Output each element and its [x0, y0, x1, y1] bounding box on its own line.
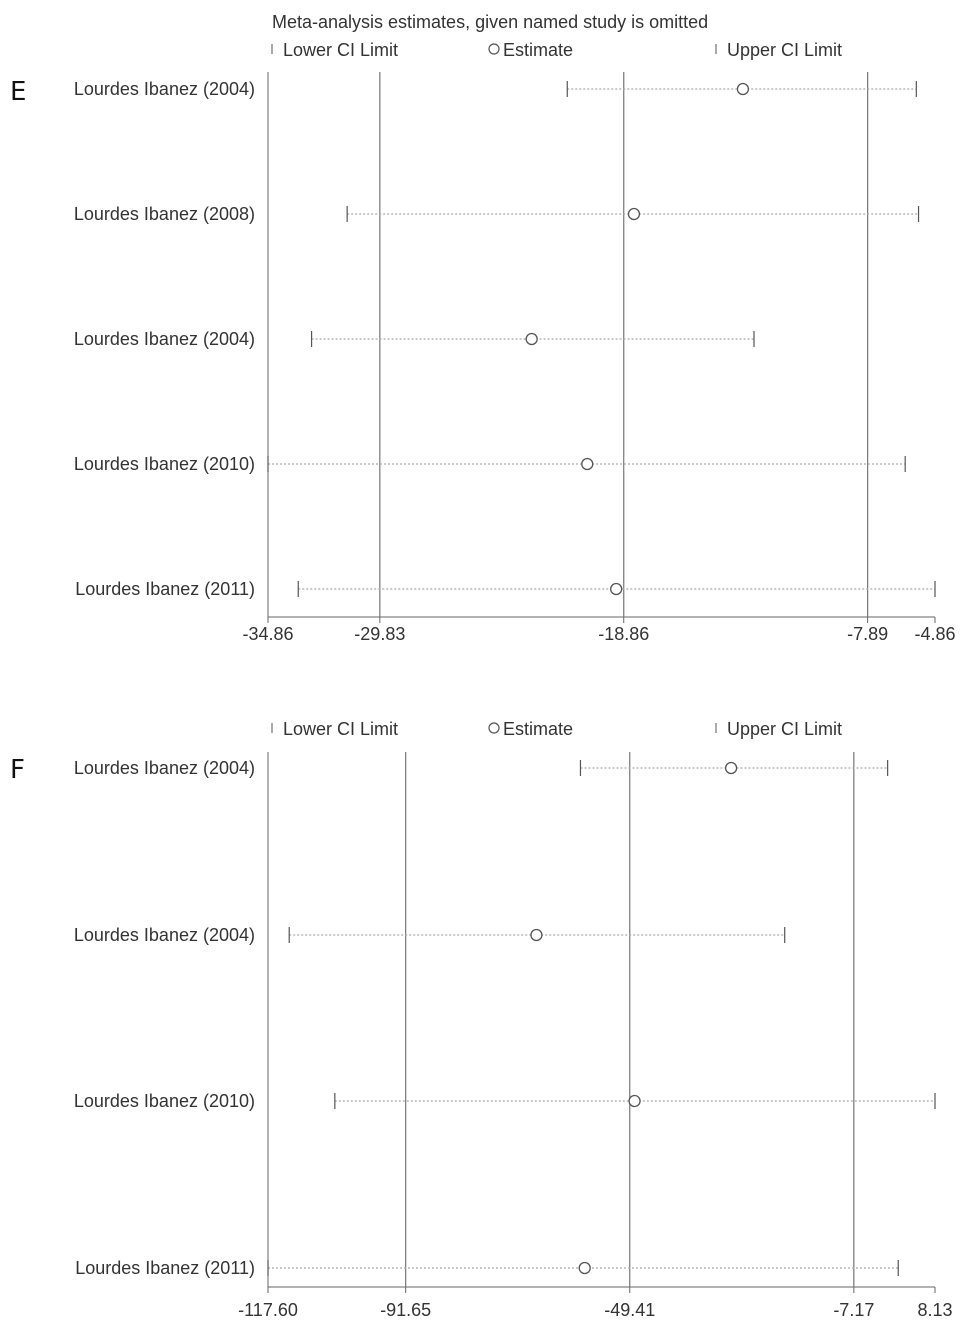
legend-estimate-marker — [488, 722, 500, 734]
legend: Lower CI Limit Estimate Upper CI Limit — [271, 40, 842, 60]
estimate-marker — [627, 207, 641, 221]
study-row: Lourdes Ibanez (2010) — [74, 1091, 936, 1111]
x-tick-label: -91.65 — [380, 1300, 431, 1320]
legend-estimate-marker — [488, 43, 500, 55]
study-label: Lourdes Ibanez (2011) — [75, 579, 255, 599]
x-tick-label: 8.13 — [917, 1300, 952, 1320]
x-tick-label: -49.41 — [604, 1300, 655, 1320]
estimate-marker — [628, 1094, 641, 1108]
x-tick-label: -34.86 — [242, 624, 293, 644]
estimate-marker — [530, 928, 543, 942]
study-label: Lourdes Ibanez (2011) — [75, 1258, 255, 1278]
study-label: Lourdes Ibanez (2010) — [74, 1091, 255, 1111]
estimate-marker — [525, 332, 538, 346]
study-row: Lourdes Ibanez (2004) — [74, 758, 889, 778]
legend-estimate-label: Estimate — [503, 40, 573, 60]
study-label: Lourdes Ibanez (2004) — [74, 79, 255, 99]
x-tick-label: -18.86 — [598, 624, 649, 644]
study-row: Lourdes Ibanez (2004) — [74, 925, 786, 945]
x-tick-label: -7.17 — [833, 1300, 874, 1320]
study-label: Lourdes Ibanez (2010) — [74, 454, 255, 474]
panel-label: E — [10, 77, 26, 107]
legend: Lower CI Limit Estimate Upper CI Limit — [271, 719, 842, 739]
estimate-marker — [581, 457, 594, 471]
legend-upper-label: Upper CI Limit — [727, 40, 842, 60]
study-row: Lourdes Ibanez (2004) — [74, 79, 917, 99]
legend-lower-label: Lower CI Limit — [283, 719, 398, 739]
estimate-marker — [724, 761, 738, 775]
study-row: Lourdes Ibanez (2011) — [75, 579, 936, 599]
legend-upper-label: Upper CI Limit — [727, 719, 842, 739]
estimate-marker — [610, 582, 623, 596]
panel-e: E Meta-analysis estimates, given named st… — [10, 12, 956, 644]
x-tick-label: -117.60 — [238, 1300, 298, 1320]
panel-f: F Lower CI Limit Estimate Upper CI Limit -11… — [10, 719, 953, 1320]
x-tick-label: -7.89 — [847, 624, 888, 644]
study-row: Lourdes Ibanez (2011) — [75, 1258, 899, 1278]
study-label: Lourdes Ibanez (2004) — [74, 329, 255, 349]
x-tick-label: -4.86 — [914, 624, 955, 644]
legend-estimate-label: Estimate — [503, 719, 573, 739]
estimate-marker — [578, 1261, 591, 1275]
study-label: Lourdes Ibanez (2004) — [74, 925, 255, 945]
study-row: Lourdes Ibanez (2010) — [74, 454, 906, 474]
estimate-marker — [736, 82, 750, 96]
panel-label: F — [10, 755, 25, 785]
chart-title: Meta-analysis estimates, given named stu… — [272, 12, 708, 32]
study-row: Lourdes Ibanez (2004) — [74, 329, 755, 349]
x-tick-label: -29.83 — [354, 624, 405, 644]
study-row: Lourdes Ibanez (2008) — [74, 204, 920, 224]
study-label: Lourdes Ibanez (2004) — [74, 758, 255, 778]
legend-lower-label: Lower CI Limit — [283, 40, 398, 60]
study-label: Lourdes Ibanez (2008) — [74, 204, 255, 224]
